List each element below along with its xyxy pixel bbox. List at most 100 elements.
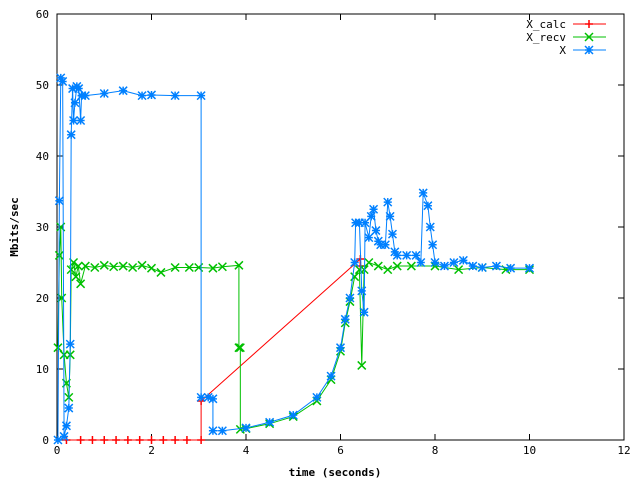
- data-point: [506, 263, 516, 273]
- data-point: [171, 436, 180, 444]
- data-point: [69, 115, 79, 126]
- data-point: [196, 91, 206, 101]
- data-point: [411, 250, 421, 260]
- data-point: [128, 262, 138, 273]
- data-point: [454, 265, 464, 275]
- data-point: [357, 286, 367, 296]
- data-point: [373, 236, 383, 246]
- y-tick-label: 20: [36, 292, 49, 305]
- data-point: [366, 211, 376, 221]
- data-point: [203, 392, 213, 402]
- data-point: [88, 436, 97, 444]
- data-point: [170, 91, 180, 101]
- data-point: [147, 436, 156, 444]
- axis-ticks: 0 2 4 6 8 10 12 0 10 20 30 40 50 60: [36, 8, 631, 457]
- data-point: [418, 188, 428, 198]
- data-point: [392, 250, 402, 260]
- plot-frame: [56, 13, 625, 441]
- data-point: [74, 84, 84, 94]
- data-point: [76, 115, 86, 126]
- data-point: [80, 261, 90, 271]
- data-point: [373, 261, 383, 271]
- data-point: [326, 371, 336, 381]
- series-x: [53, 73, 535, 445]
- data-point: [146, 90, 157, 100]
- data-point: [390, 247, 400, 257]
- x-axis-label: time (seconds): [289, 466, 382, 479]
- data-point: [369, 204, 379, 214]
- data-point: [76, 436, 85, 444]
- data-point: [385, 211, 395, 221]
- data-point: [354, 218, 364, 228]
- data-point: [430, 257, 440, 268]
- data-point: [170, 262, 180, 273]
- series-line: [57, 77, 530, 441]
- data-point: [383, 265, 393, 275]
- data-point: [146, 263, 157, 273]
- y-axis-label: Mbits/sec: [8, 197, 21, 257]
- x-tick-label: 12: [617, 444, 630, 457]
- y-tick-label: 30: [36, 221, 49, 234]
- data-point: [524, 263, 535, 273]
- x-tick-label: 4: [243, 444, 250, 457]
- data-point: [357, 360, 367, 370]
- data-point: [71, 272, 81, 282]
- data-point: [312, 392, 322, 402]
- data-point: [340, 314, 350, 324]
- data-point: [359, 307, 369, 317]
- data-point: [265, 417, 275, 427]
- data-point: [54, 196, 64, 206]
- data-point: [118, 86, 128, 96]
- data-point: [208, 426, 218, 436]
- data-point: [109, 262, 119, 272]
- data-point: [156, 267, 166, 277]
- legend-label: X_recv: [526, 31, 566, 44]
- x-tick-label: 10: [523, 444, 536, 457]
- data-point: [439, 261, 449, 271]
- legend-marker: [584, 45, 594, 55]
- legend-label: X_calc: [526, 18, 566, 31]
- data-point: [65, 339, 75, 349]
- data-point: [59, 431, 69, 441]
- data-point: [217, 262, 227, 272]
- data-point: [234, 260, 244, 270]
- data-point: [350, 272, 360, 282]
- data-point: [123, 436, 132, 444]
- data-point: [335, 343, 346, 353]
- data-point: [182, 436, 191, 444]
- data-point: [345, 293, 355, 303]
- data-point: [364, 257, 374, 268]
- data-point: [458, 255, 468, 265]
- data-point: [402, 250, 412, 260]
- data-point: [376, 240, 386, 250]
- data-point: [416, 257, 426, 268]
- data-point: [406, 261, 416, 271]
- data-point: [137, 260, 147, 270]
- y-tick-label: 10: [36, 363, 49, 376]
- data-point: [184, 262, 194, 273]
- data-point: [423, 201, 433, 211]
- legend-marker: [584, 32, 594, 42]
- data-point: [53, 435, 63, 445]
- data-point: [80, 91, 90, 101]
- series-layer: [53, 73, 535, 445]
- data-point: [208, 394, 218, 404]
- data-point: [491, 261, 501, 271]
- data-point: [99, 260, 109, 270]
- data-point: [68, 84, 78, 94]
- data-point: [380, 240, 390, 250]
- data-point: [197, 436, 206, 444]
- y-tick-label: 60: [36, 8, 49, 21]
- data-point: [137, 91, 147, 101]
- data-point: [360, 218, 370, 228]
- data-point: [76, 279, 86, 289]
- data-point: [288, 410, 298, 420]
- series-x-recv: [53, 222, 535, 434]
- data-point: [56, 73, 66, 83]
- data-point: [159, 436, 168, 444]
- data-point: [70, 98, 80, 108]
- data-point: [100, 436, 109, 444]
- y-tick-label: 50: [36, 79, 49, 92]
- data-point: [241, 423, 251, 433]
